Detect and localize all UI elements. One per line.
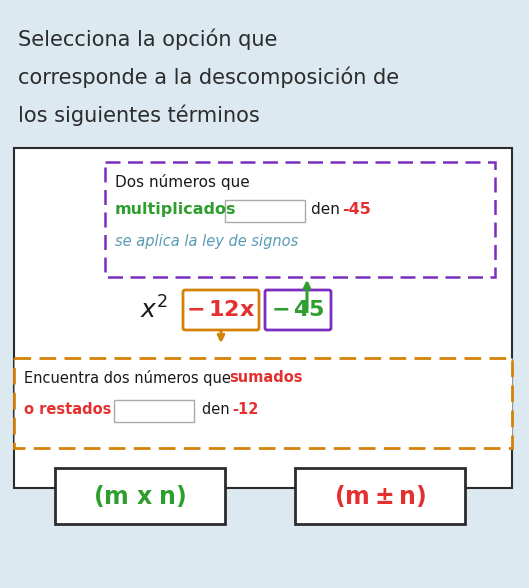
Text: den: den	[202, 402, 234, 417]
Text: o restados: o restados	[24, 402, 112, 417]
Text: -45: -45	[342, 202, 371, 217]
FancyBboxPatch shape	[265, 290, 331, 330]
Text: $\mathbf{(m\ x\ n)}$: $\mathbf{(m\ x\ n)}$	[93, 483, 187, 509]
FancyBboxPatch shape	[295, 468, 465, 524]
Text: Dos números que: Dos números que	[115, 174, 250, 190]
FancyBboxPatch shape	[105, 162, 495, 277]
Text: $\mathbf{-\,12x}$: $\mathbf{-\,12x}$	[186, 299, 256, 321]
Text: multiplicados: multiplicados	[115, 202, 236, 217]
Text: corresponde a la descomposición de: corresponde a la descomposición de	[18, 66, 399, 88]
Text: Encuentra dos números que: Encuentra dos números que	[24, 370, 235, 386]
FancyBboxPatch shape	[114, 400, 194, 422]
Text: -12: -12	[232, 402, 258, 417]
Text: los siguientes términos: los siguientes términos	[18, 104, 260, 125]
FancyBboxPatch shape	[225, 200, 305, 222]
Text: $x^2$: $x^2$	[140, 296, 168, 323]
FancyBboxPatch shape	[14, 358, 512, 448]
FancyBboxPatch shape	[55, 468, 225, 524]
Text: sumados: sumados	[229, 370, 303, 385]
FancyBboxPatch shape	[14, 148, 512, 488]
Text: se aplica la ley de signos: se aplica la ley de signos	[115, 234, 298, 249]
Text: den: den	[311, 202, 345, 217]
Text: $\mathbf{-\,45}$: $\mathbf{-\,45}$	[271, 299, 325, 321]
Text: $\mathbf{(m \pm n)}$: $\mathbf{(m \pm n)}$	[334, 483, 426, 509]
FancyBboxPatch shape	[183, 290, 259, 330]
Text: Selecciona la opción que: Selecciona la opción que	[18, 28, 277, 49]
